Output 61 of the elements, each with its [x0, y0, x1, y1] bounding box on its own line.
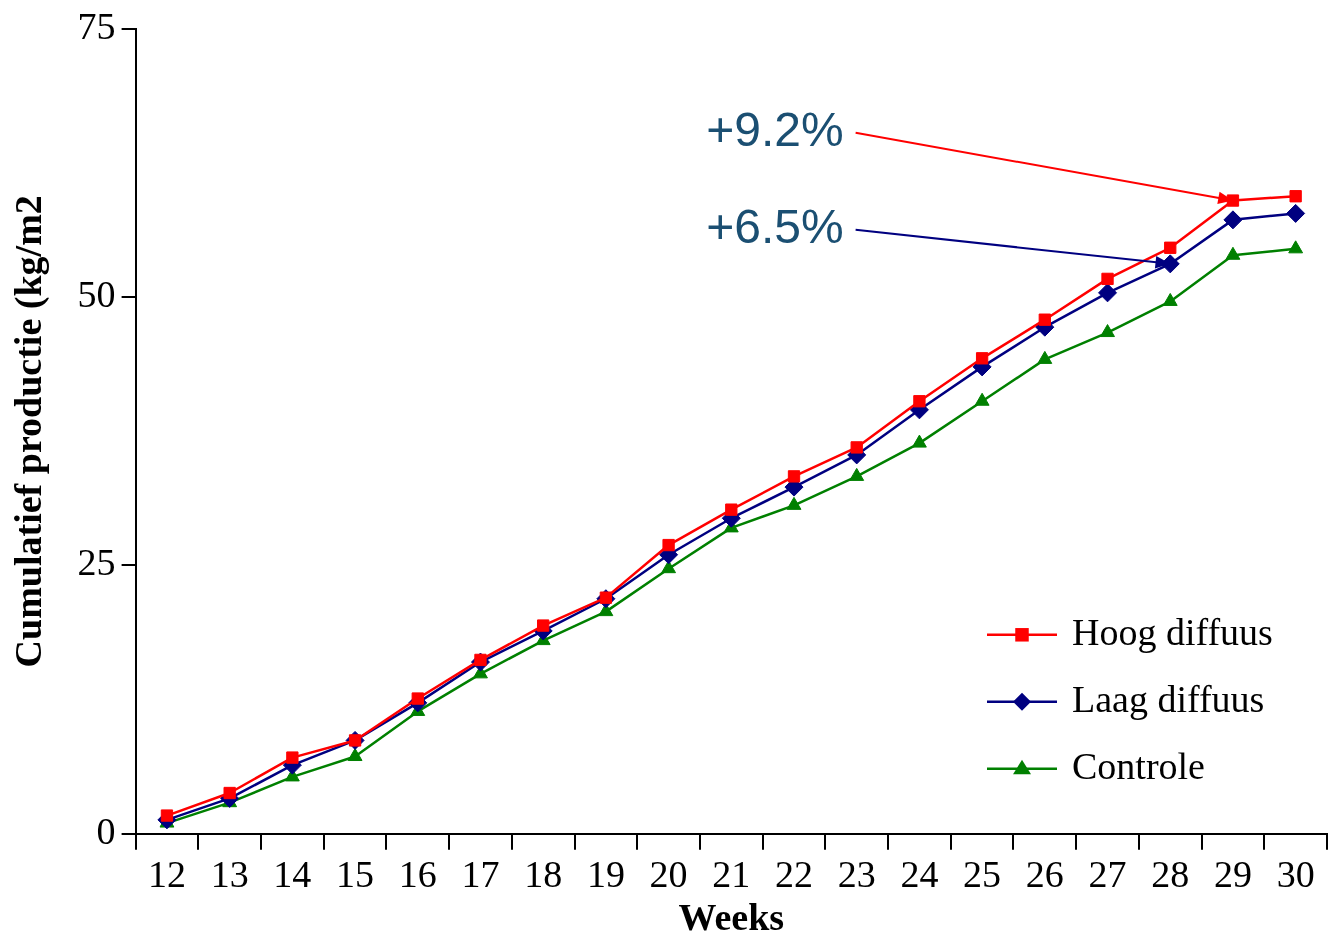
point [1100, 324, 1115, 338]
legend-label: Controle [1072, 744, 1205, 787]
point [1098, 283, 1118, 303]
y-tick-label: 25 [77, 541, 116, 584]
x-tick-label: 28 [1151, 852, 1190, 895]
y-axis-title: Cumulatief productie (kg/m2 [6, 195, 50, 668]
point [1038, 313, 1051, 326]
annotation: +6.5% [706, 200, 844, 254]
x-tick-label: 24 [900, 852, 939, 895]
point [911, 434, 927, 448]
x-tick-label: 30 [1276, 852, 1315, 895]
x-tick-label: 21 [712, 852, 751, 895]
point [1162, 292, 1178, 306]
x-tick-label: 18 [524, 852, 563, 895]
x-tick-label: 14 [273, 852, 312, 895]
y-tick-label: 75 [77, 4, 116, 47]
point [223, 786, 236, 800]
x-tick-label: 13 [210, 852, 249, 895]
x-tick-label: 12 [147, 852, 186, 895]
point [1223, 210, 1243, 230]
point [1226, 194, 1240, 207]
legend-label: Hoog diffuus [1072, 610, 1273, 653]
annotation: +9.2% [706, 103, 844, 157]
x-tick-label: 16 [398, 852, 437, 895]
point [787, 470, 801, 483]
point [913, 395, 926, 408]
point [850, 441, 863, 454]
point [286, 751, 299, 764]
point [1225, 246, 1241, 260]
legend-label: Laag diffuus [1072, 677, 1265, 720]
x-tick-label: 15 [336, 852, 375, 895]
x-tick-label: 27 [1088, 852, 1127, 895]
point [1288, 240, 1304, 254]
point [974, 392, 990, 406]
x-tick-label: 25 [963, 852, 1002, 895]
x-tick-label: 22 [775, 852, 814, 895]
point [347, 748, 363, 762]
point [1164, 241, 1177, 254]
point [411, 692, 424, 705]
x-tick-label: 19 [586, 852, 625, 895]
point [661, 560, 677, 574]
y-tick-label: 50 [77, 273, 116, 316]
y-tick-label: 0 [96, 809, 116, 852]
point [537, 619, 550, 632]
x-tick-label: 29 [1213, 852, 1252, 895]
point [598, 603, 614, 617]
point [1286, 203, 1306, 223]
x-axis-title: Weeks [678, 896, 785, 939]
point [1101, 272, 1114, 286]
point [1037, 350, 1053, 364]
point [725, 503, 738, 516]
point [160, 809, 174, 822]
point [786, 496, 802, 510]
x-tick-label: 26 [1025, 852, 1064, 895]
x-tick-label: 17 [461, 852, 500, 895]
point [975, 352, 989, 365]
point [1289, 190, 1302, 203]
point [662, 538, 675, 552]
x-tick-label: 23 [837, 852, 876, 895]
x-tick-label: 20 [649, 852, 688, 895]
point [849, 467, 865, 481]
